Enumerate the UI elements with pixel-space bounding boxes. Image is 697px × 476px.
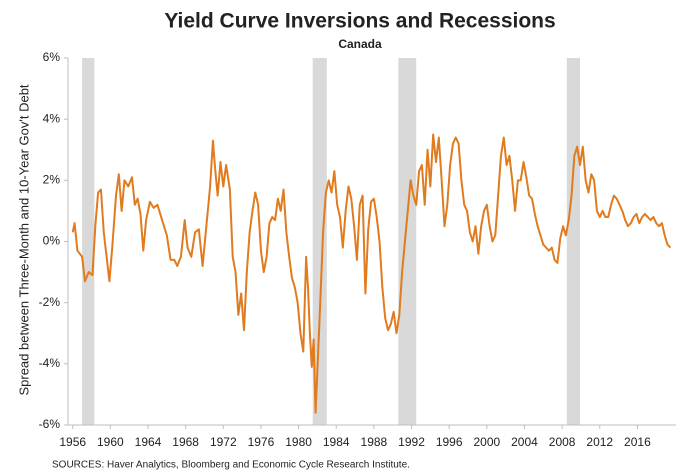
x-tick-label: 1980	[285, 435, 312, 449]
x-tick-label: 1984	[323, 435, 350, 449]
x-tick-label: 1956	[59, 435, 86, 449]
x-tick-label: 1964	[135, 435, 162, 449]
x-tick-label: 1992	[398, 435, 425, 449]
source-note: SOURCES: Haver Analytics, Bloomberg and …	[52, 460, 410, 471]
recession-band	[312, 58, 327, 425]
x-tick-label: 2012	[586, 435, 613, 449]
recession-band	[566, 58, 580, 425]
x-tick-label: 1988	[361, 435, 388, 449]
recession-band	[398, 58, 417, 425]
y-tick-label: -4%	[39, 356, 61, 370]
y-axis-label: Spread between Three-Month and 10-Year G…	[16, 84, 31, 395]
x-tick-label: 1976	[248, 435, 275, 449]
chart-subtitle: Canada	[338, 37, 382, 51]
x-tick-label: 2004	[511, 435, 538, 449]
y-tick-label: 4%	[43, 111, 61, 125]
y-tick-label: 2%	[43, 173, 61, 187]
chart-title: Yield Curve Inversions and Recessions	[164, 10, 555, 33]
y-tick-label: -2%	[39, 295, 61, 309]
x-tick-label: 1972	[210, 435, 237, 449]
x-tick-label: 2000	[473, 435, 500, 449]
x-tick-label: 1960	[97, 435, 124, 449]
series-line	[71, 133, 672, 414]
x-tick-label: 1996	[436, 435, 463, 449]
y-tick-label: 0%	[43, 234, 61, 248]
y-tick-label: 6%	[43, 50, 61, 64]
x-tick-label: 2008	[549, 435, 576, 449]
x-tick-label: 2016	[624, 435, 651, 449]
y-tick-label: -6%	[39, 417, 61, 431]
recession-band	[82, 58, 95, 425]
x-tick-label: 1968	[172, 435, 199, 449]
